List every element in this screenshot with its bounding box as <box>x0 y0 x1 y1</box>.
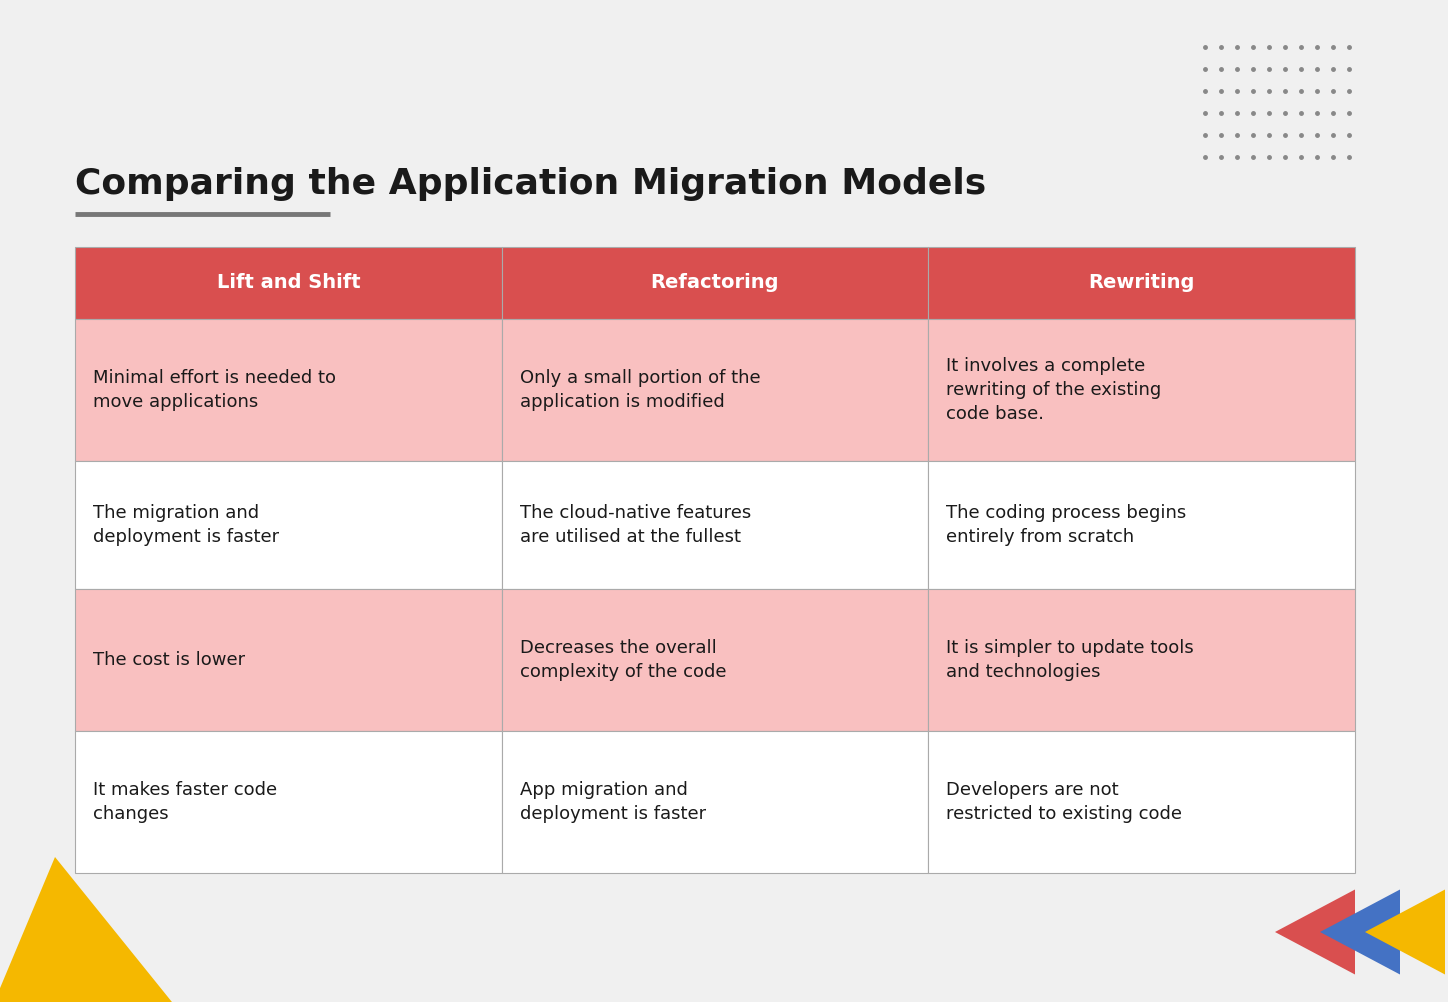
Text: Refactoring: Refactoring <box>650 274 779 293</box>
Bar <box>501 731 928 873</box>
Text: Only a small portion of the
application is modified: Only a small portion of the application … <box>520 369 760 411</box>
Bar <box>928 461 1355 589</box>
Text: Developers are not
restricted to existing code: Developers are not restricted to existin… <box>947 781 1183 824</box>
Text: Minimal effort is needed to
move applications: Minimal effort is needed to move applica… <box>93 369 336 411</box>
Bar <box>928 247 1355 319</box>
Text: The cost is lower: The cost is lower <box>93 651 245 669</box>
Text: The migration and
deployment is faster: The migration and deployment is faster <box>93 504 279 546</box>
Polygon shape <box>1276 890 1355 975</box>
Bar <box>75 461 501 589</box>
Bar <box>501 247 928 319</box>
Text: Rewriting: Rewriting <box>1089 274 1195 293</box>
Text: The coding process begins
entirely from scratch: The coding process begins entirely from … <box>947 504 1186 546</box>
Text: Comparing the Application Migration Models: Comparing the Application Migration Mode… <box>75 167 986 201</box>
Bar <box>75 589 501 731</box>
Bar <box>928 319 1355 461</box>
Bar <box>501 461 928 589</box>
Bar <box>75 731 501 873</box>
Bar <box>75 319 501 461</box>
Polygon shape <box>1321 890 1400 975</box>
Bar <box>928 731 1355 873</box>
Text: The cloud-native features
are utilised at the fullest: The cloud-native features are utilised a… <box>520 504 752 546</box>
Text: It involves a complete
rewriting of the existing
code base.: It involves a complete rewriting of the … <box>947 357 1161 423</box>
Bar <box>928 589 1355 731</box>
Polygon shape <box>0 857 180 1002</box>
Bar <box>501 319 928 461</box>
Polygon shape <box>1365 890 1445 975</box>
Text: App migration and
deployment is faster: App migration and deployment is faster <box>520 781 705 824</box>
Text: It is simpler to update tools
and technologies: It is simpler to update tools and techno… <box>947 639 1195 681</box>
Text: Decreases the overall
complexity of the code: Decreases the overall complexity of the … <box>520 639 725 681</box>
Text: Lift and Shift: Lift and Shift <box>217 274 361 293</box>
Bar <box>75 247 501 319</box>
Text: It makes faster code
changes: It makes faster code changes <box>93 781 277 824</box>
Bar <box>501 589 928 731</box>
